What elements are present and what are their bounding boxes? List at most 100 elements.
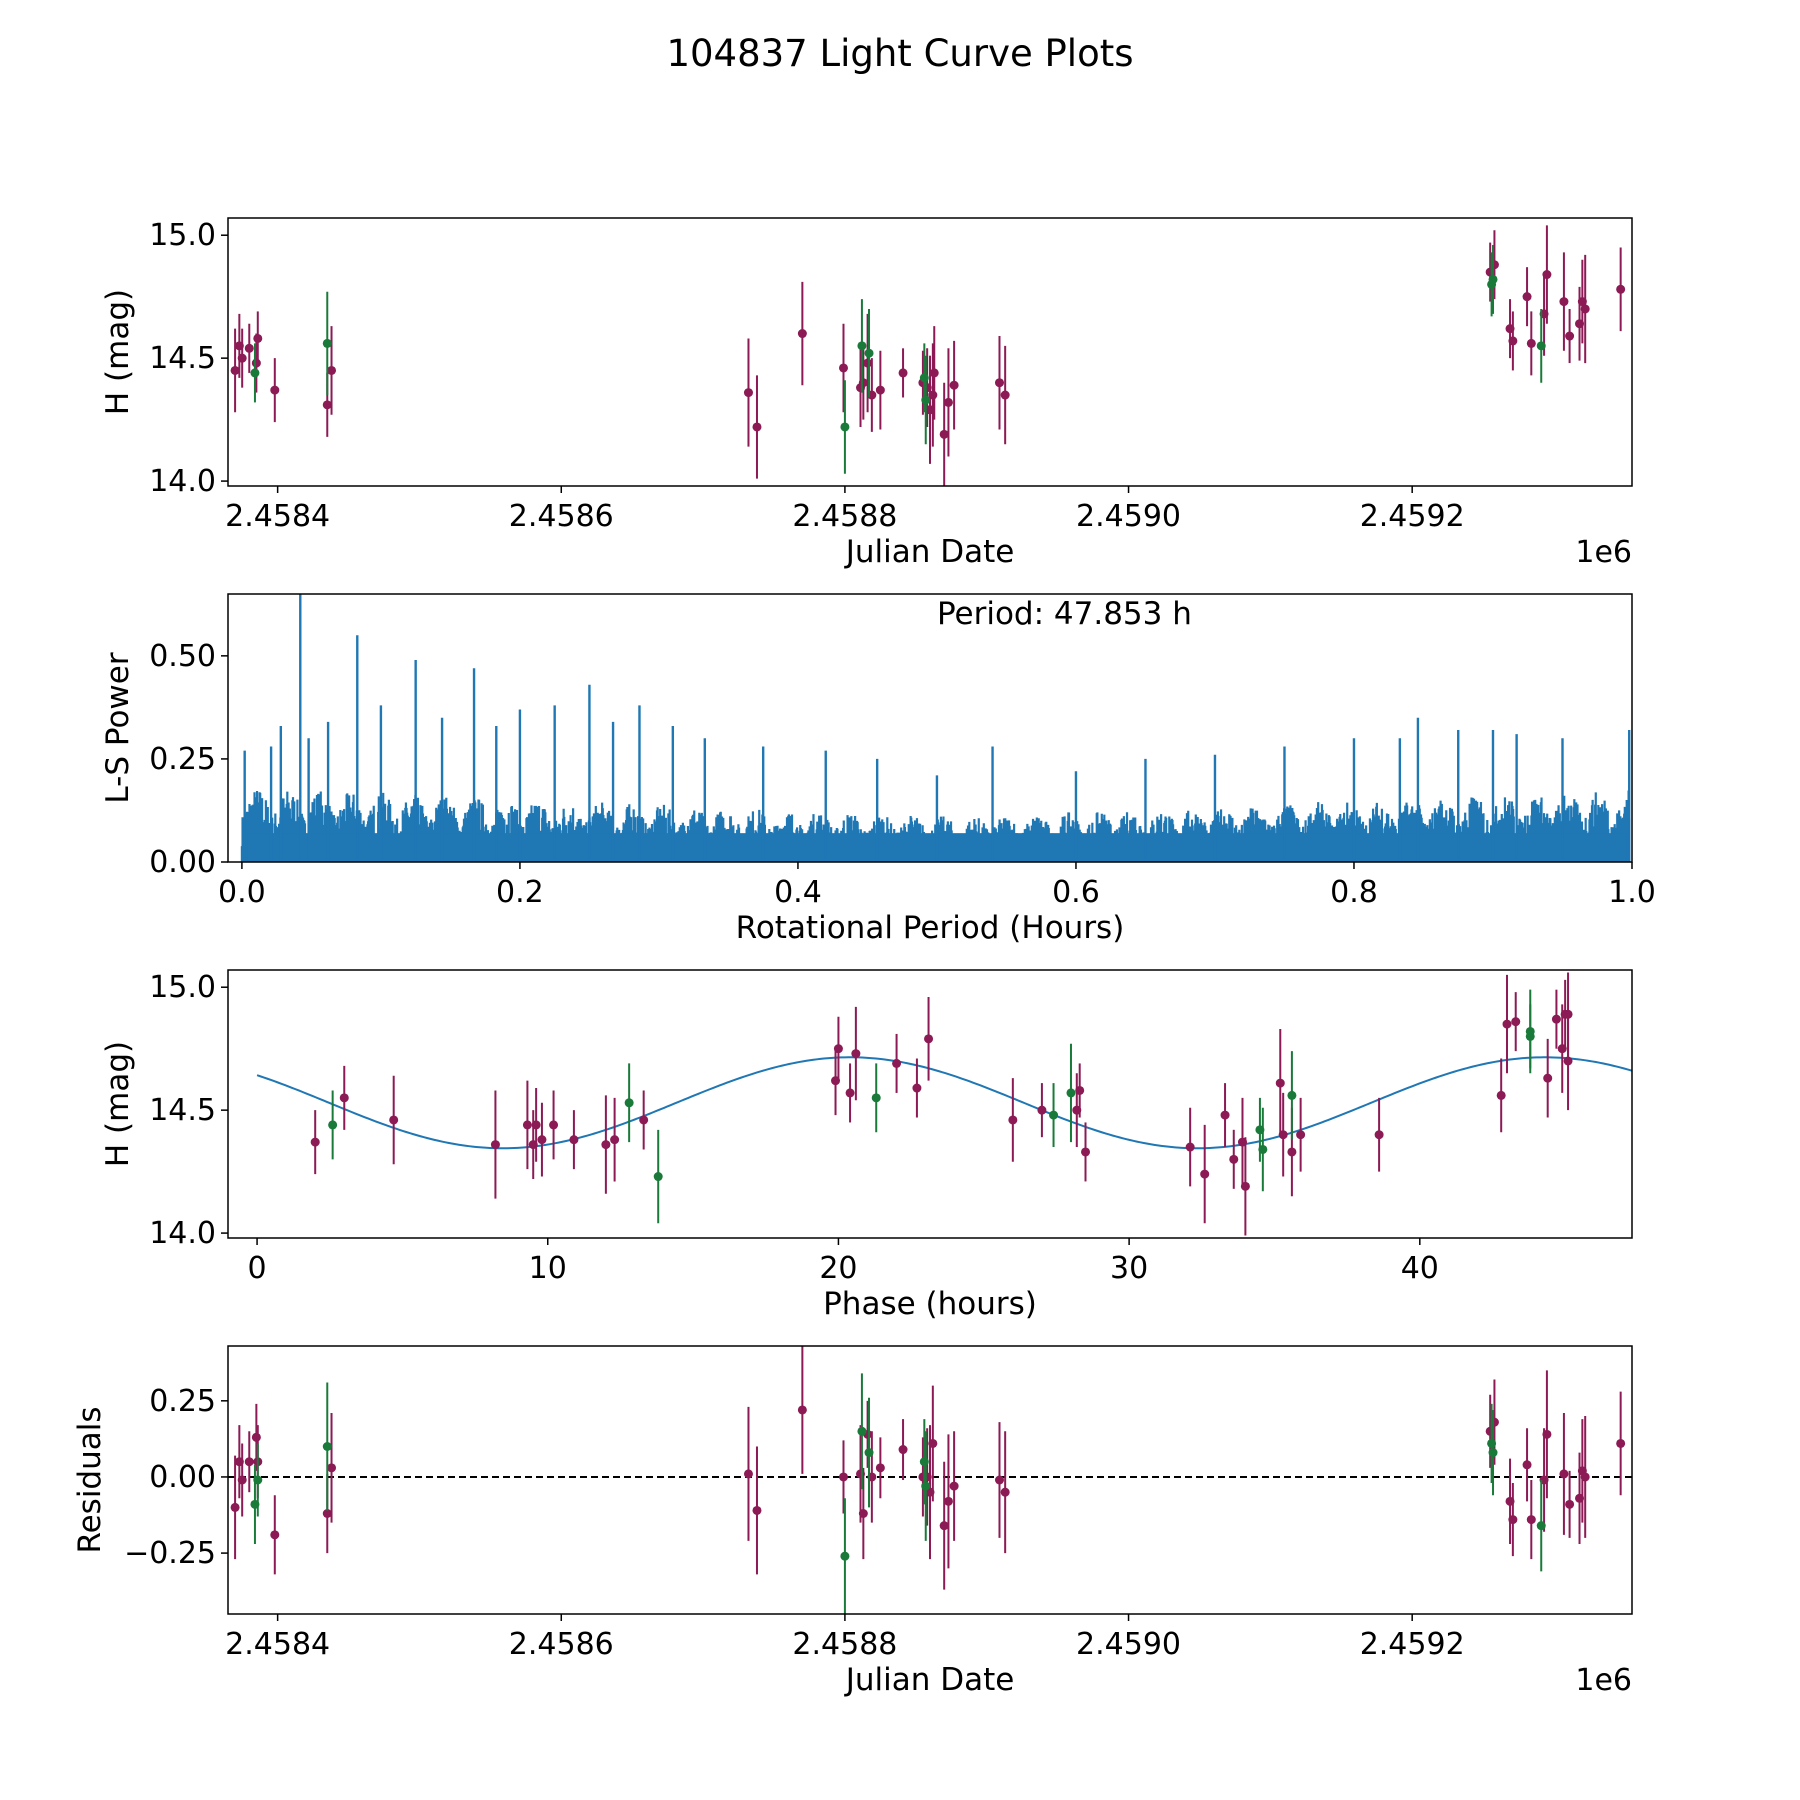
data-point [251,358,261,368]
y-tick-label: 14.0 [149,1216,216,1251]
x-tick-label: 0.4 [774,875,822,910]
series-o [230,1346,1626,1590]
data-point [1551,1014,1561,1024]
data-point [339,1093,349,1103]
data-point [253,333,263,343]
plot-area [256,972,1632,1236]
data-point [743,1469,753,1479]
y-axis-label: H (mag) [100,1041,136,1167]
data-point [949,380,959,390]
data-point [1049,1110,1059,1120]
data-point [328,1120,338,1130]
data-point [601,1140,611,1150]
data-point [250,368,260,378]
data-point [230,1502,240,1512]
data-point [851,1049,861,1059]
x-tick-label: 2.4584 [225,1627,330,1662]
x-tick-label: 20 [819,1251,857,1286]
data-point [244,1457,254,1467]
data-point [1536,341,1546,351]
data-point [270,385,280,395]
subplot-panels: 2.4584 2.4586 2.4588 2.4590 2.4592 14.0 14.5 15… [72,217,1656,1698]
data-point [251,1432,261,1442]
x-tick-label: 2.4592 [1360,499,1465,534]
data-point [857,1426,867,1436]
series-c [250,1373,1546,1614]
x-tick-label: 2.4592 [1360,1627,1465,1662]
data-point [1542,1429,1552,1439]
data-point [845,1088,855,1098]
data-point [1508,336,1518,346]
data-point [864,1448,874,1458]
data-point [875,385,885,395]
data-point [1258,1144,1268,1154]
y-tick-label: −0.25 [124,1536,216,1571]
data-point [921,1481,931,1491]
x-tick-label: 0.8 [1330,875,1378,910]
data-point [1000,1487,1010,1497]
data-point [833,1044,843,1054]
x-axis-label: Phase (hours) [823,1286,1037,1322]
data-point [898,368,908,378]
data-point [1229,1154,1239,1164]
data-point [858,1509,868,1518]
data-point [610,1135,620,1145]
series-o [310,972,1573,1236]
data-point [1580,1472,1590,1482]
data-point [327,1463,337,1473]
x-tick-label: 2.4588 [792,499,897,534]
data-point [1580,304,1590,314]
data-point [1296,1130,1306,1140]
y-tick-label: 15.0 [149,970,216,1005]
data-point [797,1405,807,1415]
data-point [939,1521,949,1531]
axes-frame [227,969,1633,1239]
data-point [653,1172,663,1182]
x-tick-label: 0.6 [1052,875,1100,910]
data-point [1559,1469,1569,1479]
x-offset-text: 1e6 [1575,535,1632,570]
x-tick-label: 2.4590 [1076,1627,1181,1662]
data-point [943,1496,953,1506]
data-point [838,1472,848,1482]
data-point [1488,1448,1498,1458]
data-point [898,1445,908,1455]
data-point [924,1034,934,1044]
data-point [1526,338,1536,348]
data-point [322,400,332,410]
data-point [237,353,247,363]
x-tick-label: 0.2 [496,875,544,910]
data-point [537,1135,547,1145]
x-tick-label: 0.0 [218,875,266,910]
data-point [1525,1026,1535,1036]
data-point [1037,1105,1047,1115]
x-tick-label: 0 [248,1251,267,1286]
data-point [1275,1078,1285,1088]
data-point [1200,1169,1210,1179]
data-point [230,365,240,375]
data-point [1374,1130,1384,1140]
x-tick-label: 2.4584 [225,499,330,534]
data-point [1508,1515,1518,1525]
y-axis-label: Residuals [72,1406,108,1553]
x-tick-label: 2.4586 [509,499,614,534]
data-point [389,1115,399,1125]
data-point [1066,1088,1076,1098]
data-point [871,1093,881,1103]
y-tick-label: 0.50 [149,639,216,674]
data-point [939,429,949,439]
data-point [322,338,332,348]
data-point [1536,1521,1546,1531]
data-point [875,1463,885,1473]
data-point [624,1098,634,1108]
axes-frame [227,217,1633,487]
data-point [253,1475,263,1485]
data-point [929,368,939,378]
data-point [569,1135,579,1145]
x-tick-label: 2.4590 [1076,499,1181,534]
data-point [994,378,1004,388]
data-point [237,1475,247,1485]
data-point [743,388,753,398]
